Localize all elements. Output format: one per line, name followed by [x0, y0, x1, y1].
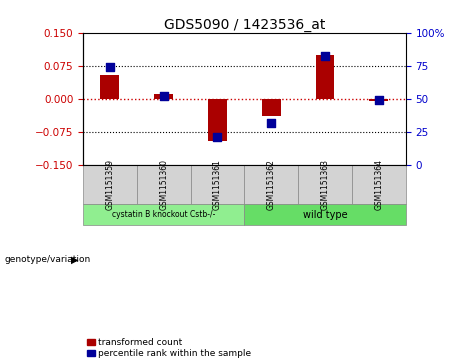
Bar: [244, 204, 406, 225]
Bar: [190, 165, 244, 204]
Bar: [244, 165, 298, 204]
Bar: [83, 204, 244, 225]
Point: [106, 64, 113, 70]
Point: [267, 120, 275, 126]
Text: wild type: wild type: [303, 209, 347, 220]
Bar: [262, 99, 281, 115]
Bar: [316, 55, 334, 99]
Text: genotype/variation: genotype/variation: [5, 255, 91, 264]
Bar: [369, 99, 388, 101]
Bar: [83, 165, 137, 204]
Text: ▶: ▶: [71, 254, 79, 265]
Point: [321, 54, 329, 60]
Bar: [298, 165, 352, 204]
Text: GSM1151364: GSM1151364: [374, 159, 383, 210]
Text: GSM1151362: GSM1151362: [267, 159, 276, 210]
Text: GSM1151360: GSM1151360: [159, 159, 168, 210]
Text: cystatin B knockout Cstb-/-: cystatin B knockout Cstb-/-: [112, 210, 215, 219]
Bar: [154, 94, 173, 99]
Bar: [100, 74, 119, 99]
Legend: transformed count, percentile rank within the sample: transformed count, percentile rank withi…: [88, 338, 251, 359]
Point: [160, 93, 167, 99]
Title: GDS5090 / 1423536_at: GDS5090 / 1423536_at: [164, 18, 325, 32]
Text: GSM1151363: GSM1151363: [320, 159, 330, 210]
Text: GSM1151359: GSM1151359: [106, 159, 114, 210]
Point: [375, 97, 383, 103]
Point: [214, 134, 221, 140]
Text: GSM1151361: GSM1151361: [213, 159, 222, 210]
Bar: [208, 99, 227, 141]
Bar: [137, 165, 190, 204]
Bar: [352, 165, 406, 204]
